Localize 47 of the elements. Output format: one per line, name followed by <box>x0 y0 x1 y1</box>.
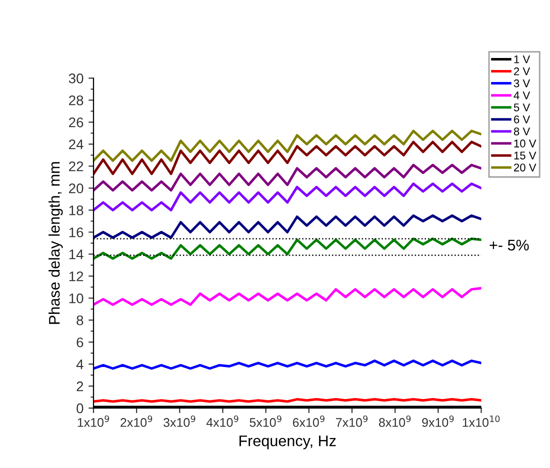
y-tick-label: 18 <box>69 205 84 216</box>
y-tick-label: 8 <box>76 315 84 326</box>
x-tick-label: 9x10$^{9}$ <box>422 416 454 427</box>
line-series <box>94 360 482 370</box>
x-tick-label: 5x10$^{9}$ <box>250 416 282 427</box>
x-tick-label: 8x10$^{9}$ <box>379 416 411 427</box>
legend-label: 2 V <box>514 67 530 76</box>
line-series <box>94 130 482 162</box>
legend-label: 20 V <box>514 164 536 172</box>
x-tick-label: 7x10$^{9}$ <box>336 416 368 427</box>
legend-label: 3 V <box>514 79 530 88</box>
text: +- 5% <box>490 240 529 251</box>
legend-label: 8 V <box>514 128 530 136</box>
y-tick-label: 10 <box>69 293 84 304</box>
y-tick-label: 22 <box>69 161 84 172</box>
x-tick-label: 2x10$^{9}$ <box>120 416 152 427</box>
y-tick-label: 4 <box>76 360 84 370</box>
y-tick-label: 2 <box>76 381 84 392</box>
legend-label: 10 V <box>514 140 536 148</box>
y-tick-label: 30 <box>68 73 84 84</box>
x-tick-label: 3x10$^{9}$ <box>164 416 196 427</box>
x-axis-title: Frequency, Hz <box>240 436 336 450</box>
x-tick-label: 1x10$^{9}$ <box>78 416 110 427</box>
x-tick-label: 1x10$^{10}$ <box>462 416 500 427</box>
y-tick-label: 20 <box>69 183 84 194</box>
line-series <box>94 182 482 212</box>
legend-label: 15 V <box>514 152 536 160</box>
y-tick-label: 6 <box>76 337 84 348</box>
y-tick-label: 12 <box>69 271 84 282</box>
legend-label: 6 V <box>514 116 530 124</box>
x-tick-label: 6x10$^{9}$ <box>292 416 324 427</box>
y-tick-label: 16 <box>69 227 84 238</box>
line-series <box>94 140 482 176</box>
y-axis-title: Phase delay length, mm <box>48 162 63 324</box>
legend-label: 1 V <box>514 56 530 64</box>
y-tick-label: 24 <box>69 139 84 150</box>
x-tick-label: 4x10$^{9}$ <box>206 416 238 427</box>
line-series <box>94 237 482 260</box>
line-series <box>94 286 482 306</box>
y-tick-label: 26 <box>69 117 84 128</box>
line-series <box>94 164 482 192</box>
legend-label: 4 V <box>514 92 530 100</box>
line-series <box>94 214 482 239</box>
y-tick-label: 28 <box>69 95 84 106</box>
y-tick-label: 14 <box>69 250 84 260</box>
legend-label: 5 V <box>514 104 530 112</box>
y-tick-label: 0 <box>76 403 84 414</box>
